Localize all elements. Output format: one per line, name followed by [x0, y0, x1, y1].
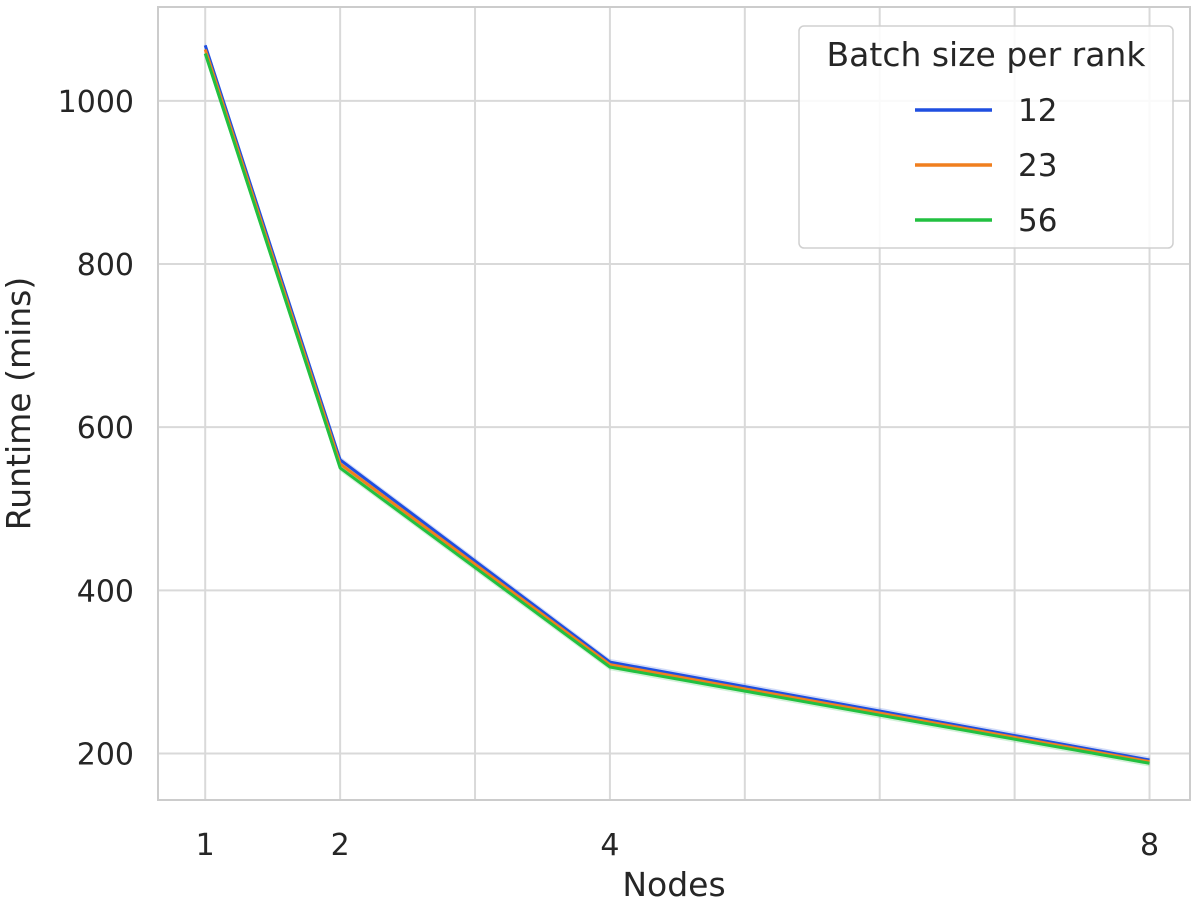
- y-tick-label: 400: [77, 574, 134, 609]
- y-axis-title: Runtime (mins): [0, 277, 38, 531]
- plot-frame: [157, 6, 1191, 801]
- legend-title: Batch size per rank: [827, 35, 1147, 74]
- x-axis-title: Nodes: [622, 865, 725, 904]
- legend-label-12: 12: [1018, 93, 1057, 129]
- series-line-56: [203, 53, 1150, 765]
- x-tick-label: 1: [196, 828, 215, 863]
- legend-label-23: 23: [1018, 148, 1057, 184]
- x-tick-label: 8: [1140, 828, 1159, 863]
- y-tick-label: 800: [77, 248, 134, 283]
- y-tick-labels: 200 400 600 800 1000: [58, 85, 134, 773]
- legend-box: [798, 25, 1174, 249]
- y-tick-label: 200: [77, 737, 134, 772]
- legend: Batch size per rank 12 23 56: [798, 25, 1174, 249]
- legend-items: 12 23 56: [915, 93, 1057, 239]
- series-lines: [203, 44, 1150, 765]
- y-tick-label: 1000: [58, 85, 134, 120]
- x-tick-label: 4: [600, 828, 619, 863]
- x-tick-labels: 1 2 4 8: [196, 828, 1159, 863]
- legend-label-56: 56: [1018, 203, 1057, 239]
- x-tick-label: 2: [331, 828, 350, 863]
- y-tick-label: 600: [77, 411, 134, 446]
